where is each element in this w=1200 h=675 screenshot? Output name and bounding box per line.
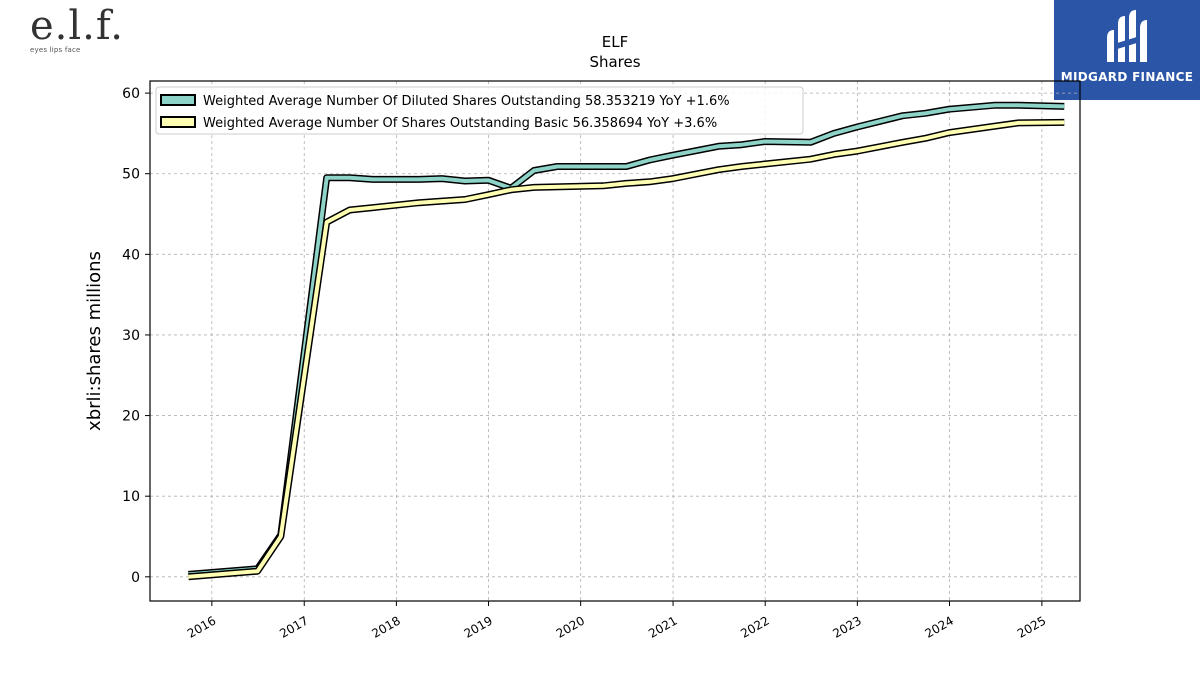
x-tick-label: 2022 bbox=[738, 613, 771, 640]
legend-label-1: Weighted Average Number Of Diluted Share… bbox=[203, 94, 730, 109]
plot-area bbox=[149, 80, 1081, 602]
chart-subtitle: Shares bbox=[589, 53, 640, 71]
x-tick-label: 2021 bbox=[646, 613, 679, 640]
series-2-outline bbox=[188, 118, 1065, 581]
series-1-outline bbox=[188, 101, 1065, 578]
x-tick-label: 2023 bbox=[830, 613, 863, 640]
y-axis-label: xbrli:shares millions bbox=[84, 251, 105, 431]
grid-lines bbox=[150, 81, 1080, 601]
x-tick-label: 2018 bbox=[369, 613, 402, 640]
x-tick-label: 2024 bbox=[923, 613, 956, 640]
y-tick-label: 10 bbox=[122, 489, 140, 505]
legend-label-2: Weighted Average Number Of Shares Outsta… bbox=[203, 116, 717, 131]
y-tick-label: 30 bbox=[122, 328, 140, 344]
y-tick-label: 60 bbox=[122, 86, 140, 102]
legend: Weighted Average Number Of Diluted Share… bbox=[155, 86, 804, 135]
x-tick-label: 2019 bbox=[462, 613, 495, 640]
elf-logo-tagline: eyes lips face bbox=[30, 46, 81, 54]
midgard-brand-name: MIDGARD FINANCE bbox=[1060, 70, 1194, 84]
legend-swatch-1 bbox=[160, 94, 196, 106]
x-tick-label: 2020 bbox=[554, 613, 587, 640]
midgard-finance-logo: MIDGARD FINANCE bbox=[1054, 0, 1200, 100]
chart-title: ELF bbox=[602, 33, 628, 51]
x-tick-label: 2017 bbox=[277, 613, 310, 640]
series-1-line bbox=[188, 103, 1065, 577]
y-tick-label: 50 bbox=[122, 167, 140, 183]
x-tick-label: 2016 bbox=[185, 613, 218, 640]
midgard-logo-mark-icon bbox=[1054, 0, 1200, 100]
y-tick-label: 0 bbox=[131, 570, 140, 586]
series-2-line bbox=[188, 120, 1065, 579]
x-tick-label: 2025 bbox=[1015, 613, 1048, 640]
series-lines bbox=[188, 101, 1065, 581]
legend-swatch-2 bbox=[160, 116, 196, 128]
y-tick-label: 40 bbox=[122, 247, 140, 263]
y-tick-label: 20 bbox=[122, 409, 140, 425]
legend-box bbox=[155, 86, 804, 135]
